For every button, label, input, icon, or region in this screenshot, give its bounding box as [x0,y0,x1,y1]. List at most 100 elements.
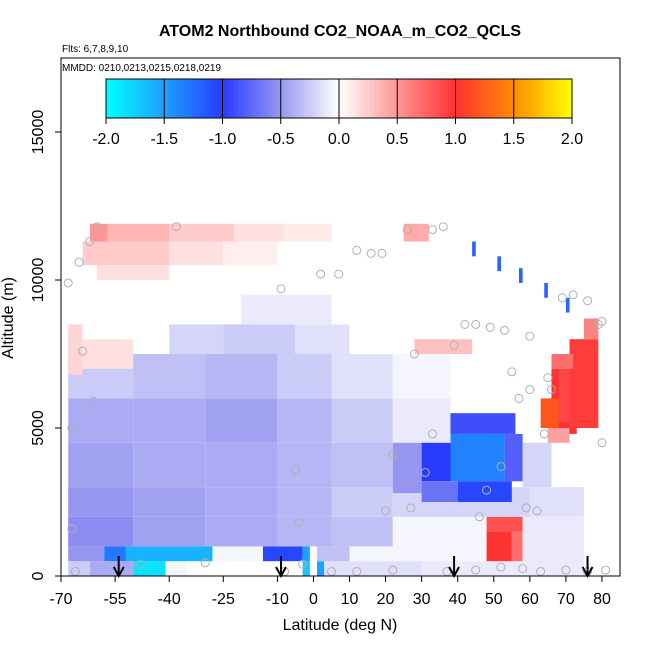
colorbar-segment [156,79,161,118]
sample-point [409,349,419,359]
colorbar-segment [525,79,530,118]
heat-cell [497,256,501,272]
sample-point [568,290,578,300]
heat-cell [414,339,473,354]
sample-point [546,385,556,395]
sample-point [427,225,437,235]
colorbar-segment [540,79,546,118]
heat-cell [68,561,90,576]
heat-cell [133,442,206,488]
heat-cell [205,398,278,443]
heat-cell [234,223,285,242]
sample-point [507,367,517,377]
colorbar-segment [234,79,239,118]
sample-point [474,512,484,522]
heat-cell [212,546,263,562]
chart-title: ATOM2 Northbound CO2_NOAA_m_CO2_QCLS [159,23,521,40]
colorbar-segment [152,79,158,118]
colorbar-segment [191,79,196,118]
colorbar-segment [381,79,387,118]
plot-frame [60,57,621,577]
colorbar-frame [105,78,573,119]
heat-cell [421,481,458,502]
colorbar-segment [117,79,123,118]
colorbar-tick-label: 2.0 [561,131,583,148]
colorbar-segment [140,79,146,118]
colorbar-segment [109,79,115,118]
colorbar-segment [377,79,383,118]
x-tick-label: -10 [266,591,289,608]
heat-cell [284,223,332,242]
heat-cell [295,324,350,354]
heat-cell [472,241,476,257]
colorbar-segment [482,79,488,118]
colorbar-segment [272,79,278,118]
sample-point [597,316,607,326]
heat-cell [317,561,325,576]
colorbar-segment [486,79,492,118]
sample-point [485,322,495,332]
heat-cell [551,354,574,369]
colorbar-segment [144,79,150,118]
x-tick-label: -70 [49,591,72,608]
heat-cell [277,487,332,517]
sample-point [557,293,567,303]
x-tick-label: -25 [212,591,235,608]
heat-cell [565,297,570,313]
sample-point [200,558,210,568]
sample-point [420,467,430,477]
colorbar-segment [238,79,243,118]
y-axis-label: Altitude (m) [0,277,17,359]
heat-cell [107,223,170,242]
colorbar-segment [416,79,422,118]
heat-cell [169,241,224,266]
colorbar-segment [257,79,262,118]
sample-point [471,319,481,329]
heat-cell [277,442,332,488]
colorbar-segment [172,79,177,118]
colorbar-segment [424,79,429,118]
heat-cell [68,487,134,517]
heat-cell [392,354,451,399]
x-tick-label: 70 [557,591,575,608]
sample-point [521,503,531,513]
heat-cell [187,561,303,576]
heat-cell [421,561,584,576]
colorbar-segment [284,79,290,118]
colorbar-segment [385,79,391,118]
colorbar-segment [393,79,398,118]
sample-point [496,562,506,572]
heat-cell [68,516,134,547]
heat-cell [331,516,393,547]
heat-cell [262,546,303,562]
x-tick-label: 30 [413,591,431,608]
colorbar-segment [179,79,185,118]
colorbar-segment [339,79,344,118]
colorbar-segment [405,79,410,118]
sample-point [316,269,326,279]
colorbar-segment [203,79,208,118]
sample-point [471,565,481,575]
colorbar-segment [342,79,348,118]
colorbar-segment [389,79,394,118]
sample-point [67,524,77,534]
heat-cell [68,324,83,375]
colorbar-segment [544,79,550,118]
sample-point [438,222,448,232]
colorbar-tick-label: 0.5 [386,131,408,148]
colorbar-segment [269,79,274,118]
sample-point [290,464,300,474]
colorbar-segment [408,79,414,118]
heat-cell [133,398,206,443]
colorbar-segment [307,79,313,118]
heat-cell [277,398,332,443]
y-tick-label: 0 [30,571,47,580]
sample-point [334,269,344,279]
colorbar-segment [521,79,526,118]
sample-point [561,565,571,575]
colorbar-segment [358,79,363,118]
colorbar-segment [478,79,484,118]
colorbar-segment [129,79,134,118]
x-tick-label: 10 [341,591,359,608]
